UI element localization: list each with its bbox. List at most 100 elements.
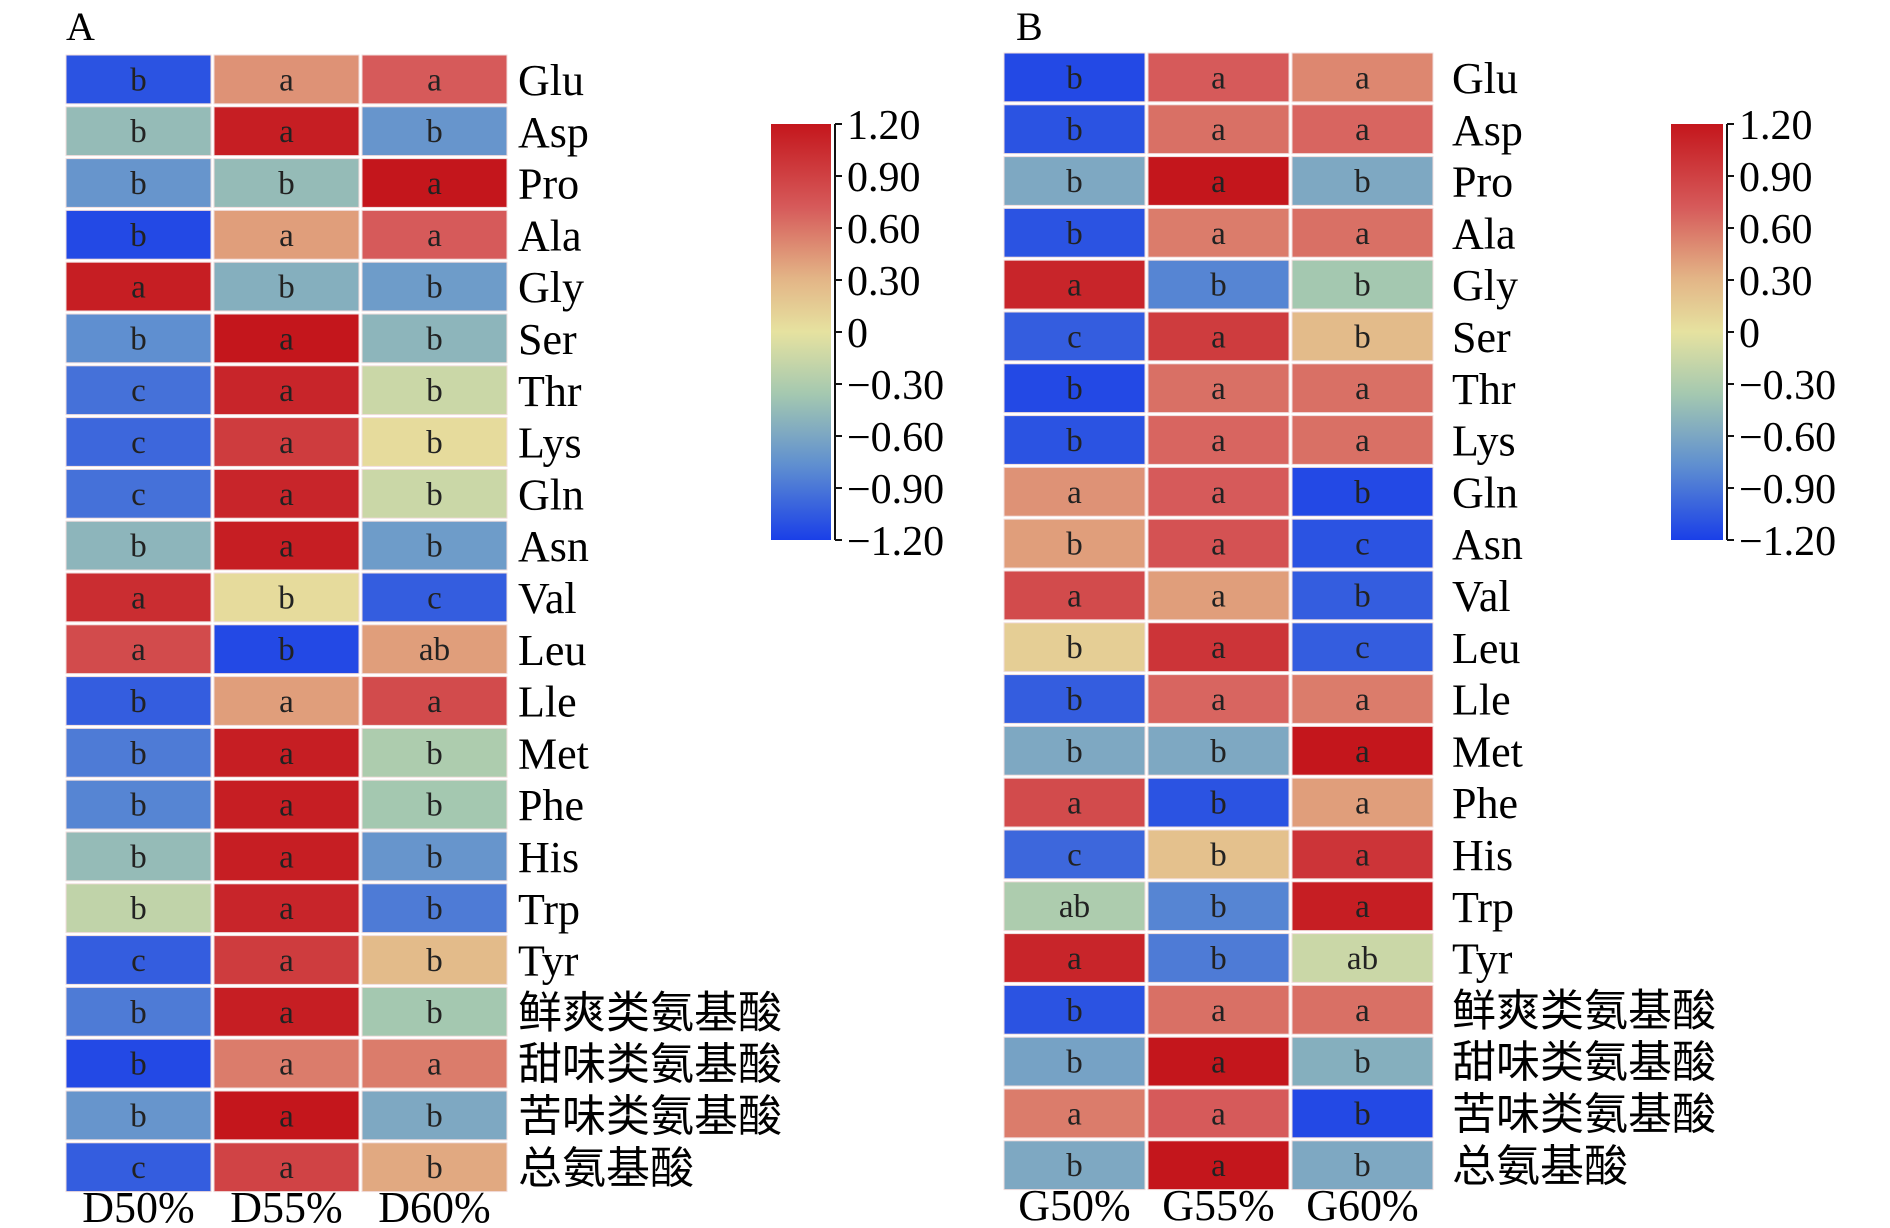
- heatmap-cell: [1003, 415, 1146, 465]
- cell-annotation: b: [1354, 164, 1371, 200]
- row-label: Asp: [1452, 106, 1523, 155]
- cell-annotation: b: [1354, 268, 1371, 304]
- heatmap-cell: [361, 106, 508, 157]
- heatmap-cell: [1003, 1140, 1146, 1191]
- heatmap-cell: [1003, 363, 1146, 414]
- cell-annotation: a: [427, 218, 442, 254]
- cell-annotation: b: [1066, 371, 1083, 407]
- row-label: His: [518, 833, 579, 882]
- cell-annotation: a: [1355, 423, 1370, 459]
- heatmap-cell: [1147, 311, 1290, 362]
- cell-annotation: a: [279, 1150, 294, 1186]
- cell-annotation: a: [1211, 993, 1226, 1029]
- heatmap-cell: [213, 365, 360, 416]
- heatmap-cell: [213, 209, 360, 260]
- heatmap-cell: [65, 676, 212, 726]
- heatmap-cell: [213, 468, 360, 519]
- cell-annotation: a: [131, 580, 146, 616]
- cell-annotation: b: [1066, 60, 1083, 96]
- cell-annotation: b: [426, 529, 443, 565]
- colorbar-tick-label: 0.60: [847, 207, 921, 253]
- heatmap-cell: [1147, 881, 1290, 932]
- heatmap-cell: [1147, 518, 1290, 569]
- row-label: Met: [518, 729, 589, 778]
- cell-annotation: a: [279, 684, 294, 720]
- cell-annotation: a: [279, 529, 294, 565]
- column-label: D50%: [82, 1183, 194, 1228]
- cell-annotation: a: [279, 477, 294, 513]
- cell-annotation: b: [426, 425, 443, 461]
- colorbar-tick-label: 0: [847, 311, 868, 357]
- heatmap-cell: [361, 313, 508, 364]
- heatmap-cell: [1003, 207, 1146, 258]
- heatmap-cell: [65, 313, 212, 364]
- heatmap-panel-a: Ab a ab a bb b ab a aa b bb a bc a bc a bc a bb a ba b ca b abb a…: [65, 4, 944, 1228]
- heatmap-cell: [1147, 52, 1290, 103]
- row-label: 总氨基酸: [1452, 1142, 1628, 1191]
- heatmap-cell: [1291, 984, 1434, 1035]
- row-label: 甜味类氨基酸: [1452, 1038, 1716, 1087]
- cell-annotation: b: [1066, 112, 1083, 148]
- heatmap-cell: [1291, 518, 1434, 569]
- heatmap-cell: [65, 727, 212, 778]
- cell-annotation: b: [426, 1098, 443, 1134]
- heatmap-cell: [213, 831, 360, 882]
- row-label: Gly: [1452, 261, 1518, 310]
- heatmap-cell: [1291, 52, 1434, 103]
- heatmap-cell: [65, 54, 212, 105]
- cell-annotation: b: [426, 891, 443, 927]
- row-label: Lys: [1452, 417, 1516, 466]
- cell-annotation: a: [279, 1047, 294, 1083]
- cell-annotation: a: [1067, 475, 1082, 511]
- heatmap-cell: [1147, 1140, 1290, 1191]
- cell-annotation: a: [1355, 993, 1370, 1029]
- cell-annotation: a: [279, 839, 294, 875]
- cell-annotation: a: [279, 891, 294, 927]
- row-label: Asn: [1452, 520, 1523, 569]
- colorbar-tick-label: −0.90: [1739, 467, 1836, 513]
- heatmap-cell: [361, 520, 508, 571]
- heatmap-cell: [65, 106, 212, 157]
- row-label: Leu: [1452, 624, 1520, 673]
- heatmap-cell: [1003, 259, 1146, 310]
- colorbar-tick-label: −0.90: [847, 467, 944, 513]
- cell-annotation: b: [278, 166, 295, 202]
- heatmap-cell: [1003, 881, 1146, 932]
- cell-annotation: b: [426, 477, 443, 513]
- heatmap-cell: [1291, 725, 1434, 776]
- cell-annotation: a: [1211, 682, 1226, 718]
- heatmap-cell: [213, 572, 360, 623]
- heatmap-cell: [361, 1038, 508, 1089]
- row-label: Phe: [518, 781, 584, 830]
- row-label: Leu: [518, 626, 586, 675]
- heatmap-cell: [1003, 1088, 1146, 1139]
- heatmap-cell: [361, 572, 508, 623]
- row-label: 鲜爽类氨基酸: [518, 988, 782, 1037]
- cell-annotation: a: [1211, 112, 1226, 148]
- heatmap-cell: [1291, 466, 1434, 517]
- column-label: D60%: [378, 1183, 490, 1228]
- row-label: Tyr: [518, 937, 579, 986]
- row-label: Lle: [518, 678, 577, 727]
- heatmap-cell: [361, 54, 508, 105]
- row-label: 鲜爽类氨基酸: [1452, 986, 1716, 1035]
- cell-annotation: a: [1067, 268, 1082, 304]
- cell-annotation: b: [1210, 941, 1227, 977]
- heatmap-cell: [1147, 570, 1290, 621]
- heatmap-cell: [1003, 1036, 1146, 1087]
- colorbar-tick-label: 0.90: [1739, 155, 1813, 201]
- heatmap-cell: [1291, 104, 1434, 155]
- cell-annotation: a: [1355, 371, 1370, 407]
- heatmap-cell: [1147, 363, 1290, 414]
- cell-annotation: b: [130, 166, 147, 202]
- cell-annotation: a: [279, 373, 294, 409]
- heatmap-cell: [213, 624, 360, 675]
- heatmap-cell: [1147, 466, 1290, 517]
- panel-label: A: [66, 4, 95, 49]
- row-label: 苦味类氨基酸: [518, 1092, 782, 1141]
- cell-annotation: a: [1355, 786, 1370, 822]
- heatmap-cell: [361, 935, 508, 985]
- heatmap-cell: [361, 779, 508, 830]
- colorbar: [771, 124, 831, 540]
